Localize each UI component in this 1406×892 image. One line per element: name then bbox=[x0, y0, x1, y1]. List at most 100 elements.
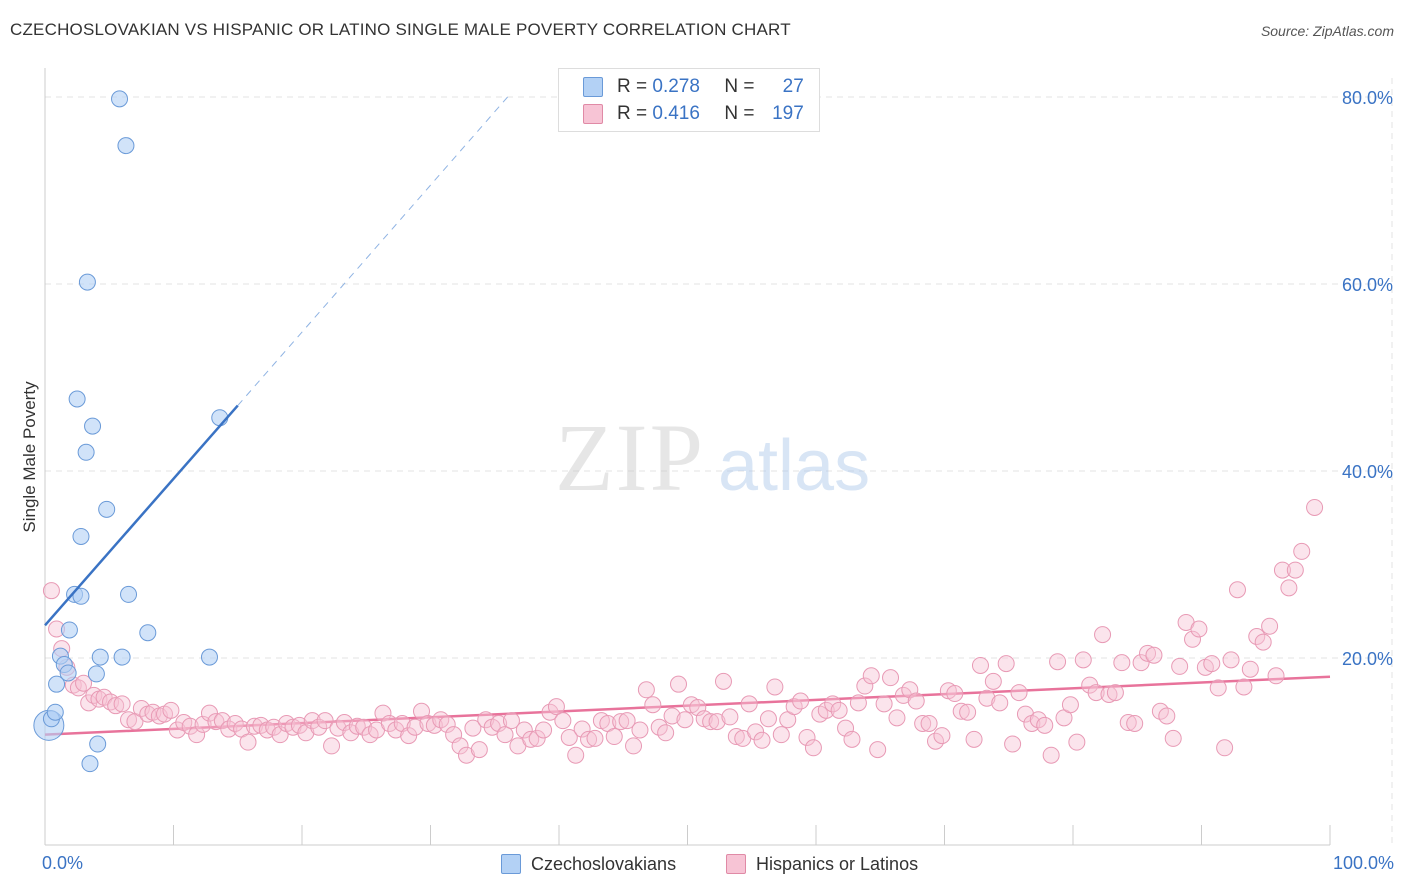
chart-title: CZECHOSLOVAKIAN VS HISPANIC OR LATINO SI… bbox=[10, 20, 791, 39]
data-point-czechoslovakians bbox=[139, 624, 157, 642]
data-point-hispanics bbox=[207, 713, 225, 731]
data-point-hispanics bbox=[1132, 654, 1150, 672]
data-point-hispanics bbox=[1190, 620, 1208, 638]
data-point-hispanics bbox=[1267, 667, 1285, 685]
data-point-czechoslovakians bbox=[111, 90, 129, 108]
data-point-hispanics bbox=[605, 728, 623, 746]
data-point-hispanics bbox=[933, 727, 951, 745]
trend-line-pink bbox=[44, 675, 1331, 736]
data-point-czechoslovakians bbox=[98, 500, 116, 518]
data-point-hispanics bbox=[740, 695, 758, 713]
y-tick-label: 20.0% bbox=[1342, 649, 1393, 669]
series-hispanics-or-latinos bbox=[42, 498, 1324, 764]
data-point-hispanics bbox=[702, 713, 720, 731]
watermark-atlas: atlas bbox=[718, 426, 870, 506]
data-point-hispanics bbox=[1261, 617, 1279, 635]
data-point-hispanics bbox=[1158, 707, 1176, 725]
data-point-hispanics bbox=[914, 714, 932, 732]
data-point-hispanics bbox=[239, 733, 257, 751]
data-point-hispanics bbox=[721, 708, 739, 726]
data-point-hispanics bbox=[1010, 684, 1028, 702]
legend-r-label: R = bbox=[617, 76, 648, 97]
data-point-hispanics bbox=[374, 704, 392, 722]
data-point-hispanics bbox=[586, 729, 604, 747]
legend-n-value: 197 bbox=[772, 103, 804, 124]
data-point-hispanics bbox=[817, 701, 835, 719]
data-point-hispanics bbox=[946, 685, 964, 703]
data-point-hispanics bbox=[188, 726, 206, 744]
data-point-hispanics bbox=[107, 697, 125, 715]
data-point-hispanics bbox=[1203, 655, 1221, 673]
data-point-hispanics bbox=[882, 669, 900, 687]
data-point-hispanics bbox=[644, 696, 662, 714]
legend-swatch-hispanics bbox=[583, 104, 603, 124]
bottom-legend-czechoslovakians: Czechoslovakians bbox=[501, 851, 676, 877]
data-point-hispanics bbox=[676, 711, 694, 729]
data-point-hispanics bbox=[310, 718, 328, 736]
data-point-hispanics bbox=[335, 714, 353, 732]
data-point-hispanics bbox=[1004, 735, 1022, 753]
data-point-hispanics bbox=[984, 672, 1002, 690]
data-point-hispanics bbox=[792, 692, 810, 710]
data-point-hispanics bbox=[245, 717, 263, 735]
bottom-legend-label: Czechoslovakians bbox=[531, 853, 677, 874]
data-point-hispanics bbox=[894, 686, 912, 704]
data-point-hispanics bbox=[42, 582, 60, 600]
watermark-zip: ZIP bbox=[555, 404, 705, 511]
data-point-hispanics bbox=[181, 717, 199, 735]
data-point-hispanics bbox=[1106, 684, 1124, 702]
data-point-hispanics bbox=[419, 714, 437, 732]
data-point-hispanics bbox=[1228, 581, 1246, 599]
data-point-hispanics bbox=[663, 707, 681, 725]
data-point-hispanics bbox=[464, 719, 482, 737]
data-point-hispanics bbox=[573, 720, 591, 738]
data-point-hispanics bbox=[1209, 679, 1227, 697]
data-point-hispanics bbox=[1061, 696, 1079, 714]
legend: R = 0.278 N = 27 R = 0.416 N = 197 bbox=[558, 68, 820, 132]
data-point-czechoslovakians bbox=[72, 527, 90, 545]
data-point-hispanics bbox=[965, 730, 983, 748]
data-point-hispanics bbox=[400, 727, 418, 745]
data-point-hispanics bbox=[470, 741, 488, 759]
data-point-hispanics bbox=[997, 655, 1015, 673]
data-point-hispanics bbox=[1171, 657, 1189, 675]
tick-labels: 20.0% 40.0% 60.0% 80.0% 0.0% 100.0% bbox=[42, 88, 1394, 873]
data-point-czechoslovakians bbox=[68, 390, 86, 408]
data-point-hispanics bbox=[670, 675, 688, 693]
data-point-hispanics bbox=[496, 726, 514, 744]
data-point-hispanics bbox=[1068, 733, 1086, 751]
legend-r-label: R = bbox=[617, 103, 648, 124]
y-axis-label: Single Male Poverty bbox=[20, 381, 39, 533]
data-point-hispanics bbox=[888, 709, 906, 727]
data-point-czechoslovakians bbox=[120, 585, 138, 603]
data-point-hispanics bbox=[1280, 579, 1298, 597]
data-point-hispanics bbox=[1306, 498, 1324, 516]
data-point-hispanics bbox=[1254, 633, 1272, 651]
data-point-hispanics bbox=[772, 726, 790, 744]
trend-line-czechoslovakians bbox=[44, 96, 508, 627]
data-point-hispanics bbox=[220, 720, 238, 738]
data-point-hispanics bbox=[1222, 651, 1240, 669]
data-point-hispanics bbox=[69, 679, 87, 697]
data-point-hispanics bbox=[515, 721, 533, 739]
watermark: ZIP atlas bbox=[555, 404, 870, 511]
data-point-hispanics bbox=[804, 739, 822, 757]
data-point-hispanics bbox=[1087, 684, 1105, 702]
data-point-czechoslovakians bbox=[72, 587, 90, 605]
data-point-hispanics bbox=[438, 715, 456, 733]
data-point-hispanics bbox=[727, 728, 745, 746]
legend-r-value: 0.416 bbox=[652, 103, 700, 124]
data-point-hispanics bbox=[1029, 711, 1047, 729]
bottom-legend-swatch-hispanics bbox=[726, 854, 746, 874]
data-point-hispanics bbox=[457, 746, 475, 764]
data-point-hispanics bbox=[869, 741, 887, 759]
data-point-hispanics bbox=[1145, 646, 1163, 664]
data-point-hispanics bbox=[342, 724, 360, 742]
grid-lines bbox=[45, 78, 1393, 845]
data-point-hispanics bbox=[547, 698, 565, 716]
data-point-hispanics bbox=[554, 712, 572, 730]
data-point-hispanics bbox=[971, 656, 989, 674]
data-point-czechoslovakians bbox=[91, 648, 109, 666]
data-point-czechoslovakians bbox=[87, 665, 105, 683]
